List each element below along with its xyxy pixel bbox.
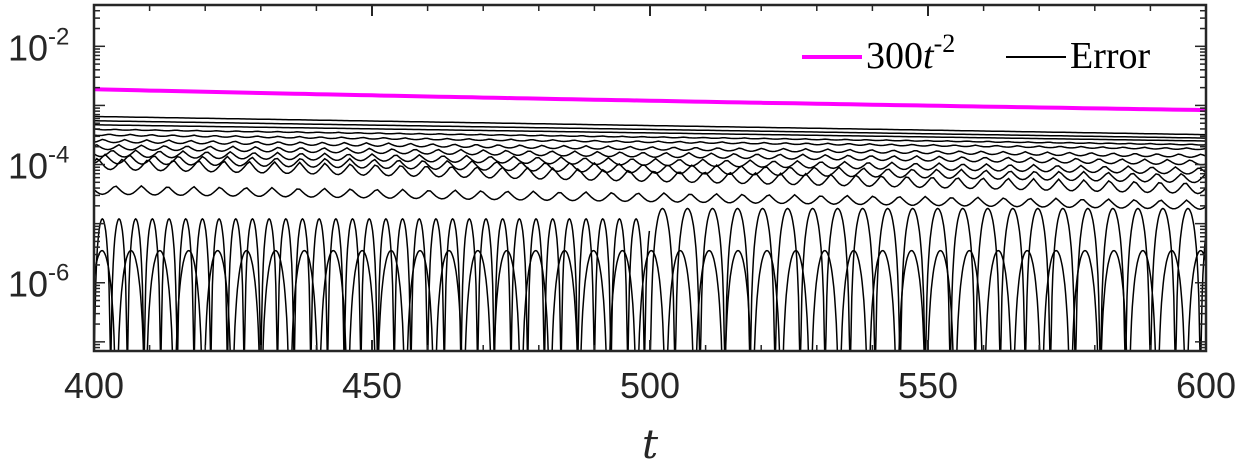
- y-tick-label-base: 10: [8, 264, 48, 305]
- x-axis-tick-labels: 400 450 500 550 600: [64, 365, 1236, 406]
- error-curve: [94, 133, 1206, 151]
- error-curve: [94, 120, 1206, 139]
- y-tick-label-base: 10: [8, 146, 48, 187]
- legend-label-reference-var: t: [923, 35, 935, 77]
- legend-label-reference-coef: 300: [866, 35, 923, 77]
- y-tick-label: 10-4: [8, 142, 69, 187]
- error-curve: [94, 128, 1206, 146]
- y-tick-label: 10-6: [8, 260, 69, 305]
- reference-line: [94, 87, 1206, 113]
- error-curve: [94, 143, 1206, 166]
- y-tick-label-exponent: -4: [48, 142, 69, 169]
- error-curve: [94, 157, 1206, 195]
- y-axis-tick-labels: 10-210-410-6: [8, 23, 69, 304]
- x-axis-label: t: [642, 422, 659, 468]
- x-tick-label: 500: [620, 365, 680, 406]
- error-curve: [94, 184, 1206, 210]
- error-series: [94, 115, 1206, 351]
- error-curve-oscillating: [94, 249, 1206, 351]
- y-tick-label-base: 10: [8, 27, 48, 68]
- y-tick-label-exponent: -6: [48, 260, 69, 287]
- error-curve: [94, 153, 1206, 184]
- error-curve-oscillating: [94, 217, 651, 351]
- reference-series: [94, 87, 1206, 113]
- plot-frame: [92, 3, 1208, 353]
- legend-label-reference: 300t-2: [866, 29, 955, 77]
- y-tick-label-exponent: -2: [48, 23, 69, 50]
- error-curve: [94, 124, 1206, 142]
- x-tick-label: 600: [1176, 365, 1236, 406]
- x-tick-label: 400: [64, 365, 124, 406]
- legend-label-reference-exp: -2: [934, 29, 956, 58]
- legend: 300t-2 Error: [802, 29, 1151, 77]
- x-tick-label: 550: [898, 365, 958, 406]
- error-curve: [94, 115, 1206, 136]
- error-curve: [94, 149, 1206, 175]
- legend-label-error: Error: [1070, 35, 1151, 77]
- error-curve: [94, 138, 1206, 158]
- x-tick-label: 450: [342, 365, 402, 406]
- y-tick-label: 10-2: [8, 23, 69, 68]
- error-curve-oscillating: [649, 207, 1206, 351]
